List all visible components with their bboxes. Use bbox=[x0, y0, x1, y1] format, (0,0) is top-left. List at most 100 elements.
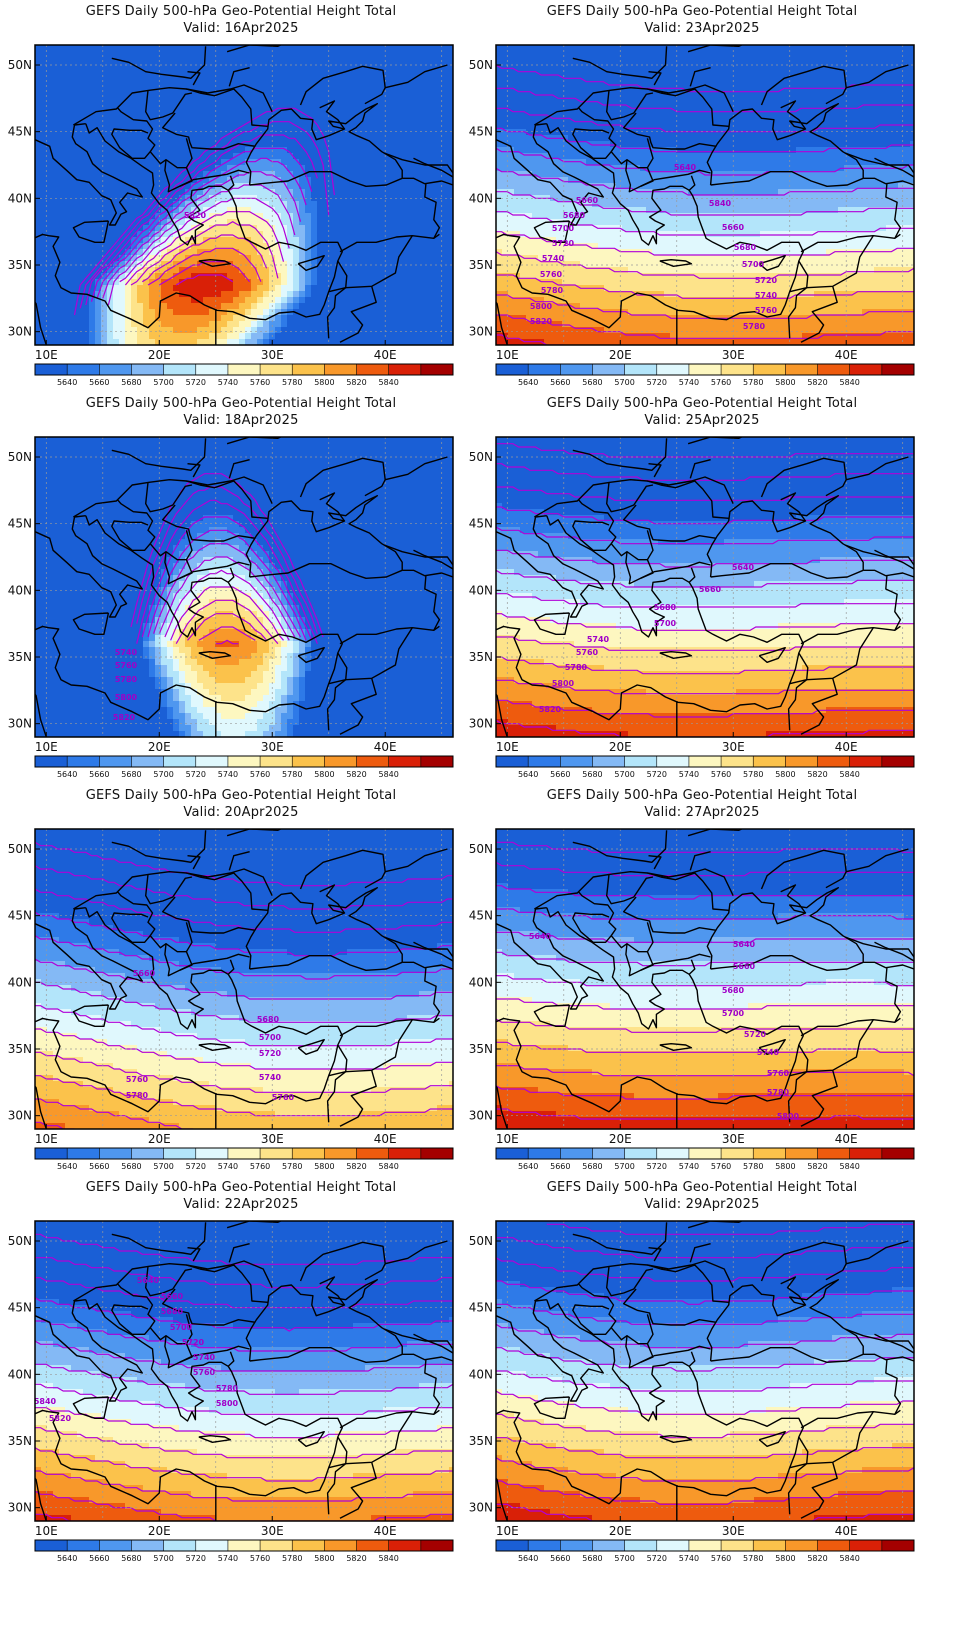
colorbar-swatch bbox=[260, 1540, 293, 1551]
colorbar-swatch bbox=[163, 364, 197, 375]
contour-label: 5700 bbox=[722, 1009, 745, 1018]
colorbar-swatch bbox=[785, 1540, 818, 1551]
latitude-tick-label: 30N bbox=[8, 1501, 32, 1515]
colorbar-label: 5840 bbox=[379, 1554, 399, 1563]
colorbar-label: 5720 bbox=[186, 1162, 206, 1171]
longitude-tick-label: 30E bbox=[722, 1524, 745, 1538]
colorbar: 5640 5660 5680 5700 5720 5740 5760 5780 5800 5820… bbox=[34, 755, 454, 779]
colorbar-swatch bbox=[292, 1148, 325, 1159]
colorbar-label: 5680 bbox=[582, 1554, 602, 1563]
colorbar-label: 5760 bbox=[711, 378, 731, 387]
map-panel: GEFS Daily 500-hPa Geo-Potential Height … bbox=[0, 784, 482, 1194]
contour-label: 5700 bbox=[742, 260, 765, 269]
contour-label: 5780 bbox=[126, 1091, 149, 1100]
coastlines-borders bbox=[496, 437, 914, 737]
contour-label: 5700 bbox=[170, 1323, 193, 1332]
longitude-tick-label: 40E bbox=[835, 1132, 858, 1146]
colorbar-label: 5720 bbox=[186, 1554, 206, 1563]
height-shading bbox=[496, 1221, 914, 1521]
colorbar-swatch bbox=[688, 756, 722, 767]
colorbar-label: 5700 bbox=[614, 770, 634, 779]
latitude-tick-label: 40N bbox=[469, 975, 493, 989]
height-shading bbox=[35, 45, 453, 345]
map-panel: GEFS Daily 500-hPa Geo-Potential Height … bbox=[461, 0, 943, 410]
latitude-tick-label: 30N bbox=[469, 325, 493, 339]
latitude-tick-label: 40N bbox=[8, 583, 32, 597]
colorbar-swatch bbox=[817, 756, 850, 767]
contour-label: 5700 bbox=[259, 1033, 282, 1042]
longitude-tick-label: 30E bbox=[722, 1132, 745, 1146]
colorbar: 5640 5660 5680 5700 5720 5740 5760 5780 5800 5820… bbox=[34, 1539, 454, 1563]
colorbar-label: 5740 bbox=[218, 770, 238, 779]
height-contours bbox=[496, 1223, 914, 1521]
height-contours bbox=[35, 1233, 453, 1521]
colorbar-swatch bbox=[99, 756, 132, 767]
panel-title: GEFS Daily 500-hPa Geo-Potential Height … bbox=[0, 788, 482, 804]
latitude-tick-label: 30N bbox=[469, 1109, 493, 1123]
colorbar-swatch bbox=[67, 756, 100, 767]
colorbar-swatch bbox=[592, 364, 625, 375]
longitude-tick-label: 10E bbox=[496, 1132, 519, 1146]
colorbar-label: 5700 bbox=[614, 1162, 634, 1171]
contour-label: 5660 bbox=[133, 969, 156, 978]
panel-valid-date: Valid: 25Apr2025 bbox=[461, 413, 943, 429]
colorbar-label: 5800 bbox=[775, 378, 795, 387]
colorbar-swatch bbox=[496, 756, 529, 767]
colorbar-label: 5740 bbox=[679, 1162, 699, 1171]
longitude-tick-label: 40E bbox=[374, 1524, 397, 1538]
latitude-tick-label: 50N bbox=[469, 58, 493, 72]
map-panel: GEFS Daily 500-hPa Geo-Potential Height … bbox=[461, 784, 943, 1194]
colorbar-swatch bbox=[260, 364, 293, 375]
latitude-tick-label: 45N bbox=[8, 125, 32, 139]
colorbar-swatch bbox=[356, 756, 389, 767]
contour-label: 5760 bbox=[193, 1368, 216, 1377]
geopotential-map: 5640566056805700572057405760578058005840… bbox=[8, 1220, 454, 1563]
longitude-tick-label: 30E bbox=[261, 1132, 284, 1146]
latitude-tick-label: 45N bbox=[8, 517, 32, 531]
lat-lon-gridlines bbox=[35, 829, 453, 1129]
contour-label: 5680 bbox=[734, 243, 757, 252]
height-shading bbox=[35, 829, 453, 1129]
colorbar-swatch bbox=[753, 756, 786, 767]
longitude-tick-label: 10E bbox=[496, 1524, 519, 1538]
latitude-tick-label: 45N bbox=[469, 1301, 493, 1315]
panel-valid-date: Valid: 16Apr2025 bbox=[0, 21, 482, 37]
colorbar-label: 5820 bbox=[807, 1554, 827, 1563]
contour-label: 5680 bbox=[161, 1307, 184, 1316]
colorbar-swatch bbox=[721, 756, 754, 767]
contour-label: 5820 bbox=[49, 1414, 72, 1423]
colorbar-label: 5820 bbox=[807, 378, 827, 387]
colorbar-label: 5780 bbox=[282, 1162, 302, 1171]
colorbar-swatch bbox=[528, 1148, 561, 1159]
latitude-tick-label: 40N bbox=[8, 975, 32, 989]
contour-label: 5820 bbox=[184, 211, 207, 220]
colorbar-swatch bbox=[388, 1540, 422, 1551]
contour-label: 5760 bbox=[126, 1075, 149, 1084]
colorbar-label: 5640 bbox=[57, 1554, 77, 1563]
contour-label: 5780 bbox=[541, 286, 564, 295]
colorbar-swatch bbox=[881, 1148, 915, 1159]
colorbar-label: 5700 bbox=[153, 1554, 173, 1563]
latitude-tick-label: 50N bbox=[8, 842, 32, 856]
contour-label: 5640 bbox=[137, 1276, 160, 1285]
colorbar-swatch bbox=[560, 364, 593, 375]
colorbar-label: 5820 bbox=[807, 1162, 827, 1171]
colorbar-swatch bbox=[624, 1148, 658, 1159]
colorbar-swatch bbox=[496, 1540, 529, 1551]
colorbar: 5640 5660 5680 5700 5720 5740 5760 5780 5800 5820… bbox=[34, 363, 454, 387]
colorbar-swatch bbox=[656, 756, 690, 767]
colorbar-swatch bbox=[753, 1540, 786, 1551]
contour-label: 5640 bbox=[732, 563, 755, 572]
longitude-tick-label: 30E bbox=[261, 1524, 284, 1538]
height-contours bbox=[73, 107, 335, 316]
colorbar-swatch bbox=[292, 756, 325, 767]
colorbar-swatch bbox=[35, 1148, 68, 1159]
colorbar-swatch bbox=[849, 364, 883, 375]
colorbar-swatch bbox=[163, 1540, 197, 1551]
colorbar-label: 5660 bbox=[550, 1162, 570, 1171]
colorbar-swatch bbox=[656, 364, 690, 375]
colorbar: 5640 5660 5680 5700 5720 5740 5760 5780 5800 5820… bbox=[34, 1147, 454, 1171]
colorbar-swatch bbox=[817, 1148, 850, 1159]
colorbar-label: 5800 bbox=[775, 1162, 795, 1171]
